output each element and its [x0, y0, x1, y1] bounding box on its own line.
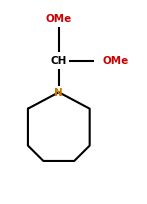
Text: N: N — [54, 88, 63, 98]
Text: CH: CH — [51, 56, 67, 66]
Text: OMe: OMe — [103, 56, 129, 66]
Text: OMe: OMe — [46, 14, 72, 24]
